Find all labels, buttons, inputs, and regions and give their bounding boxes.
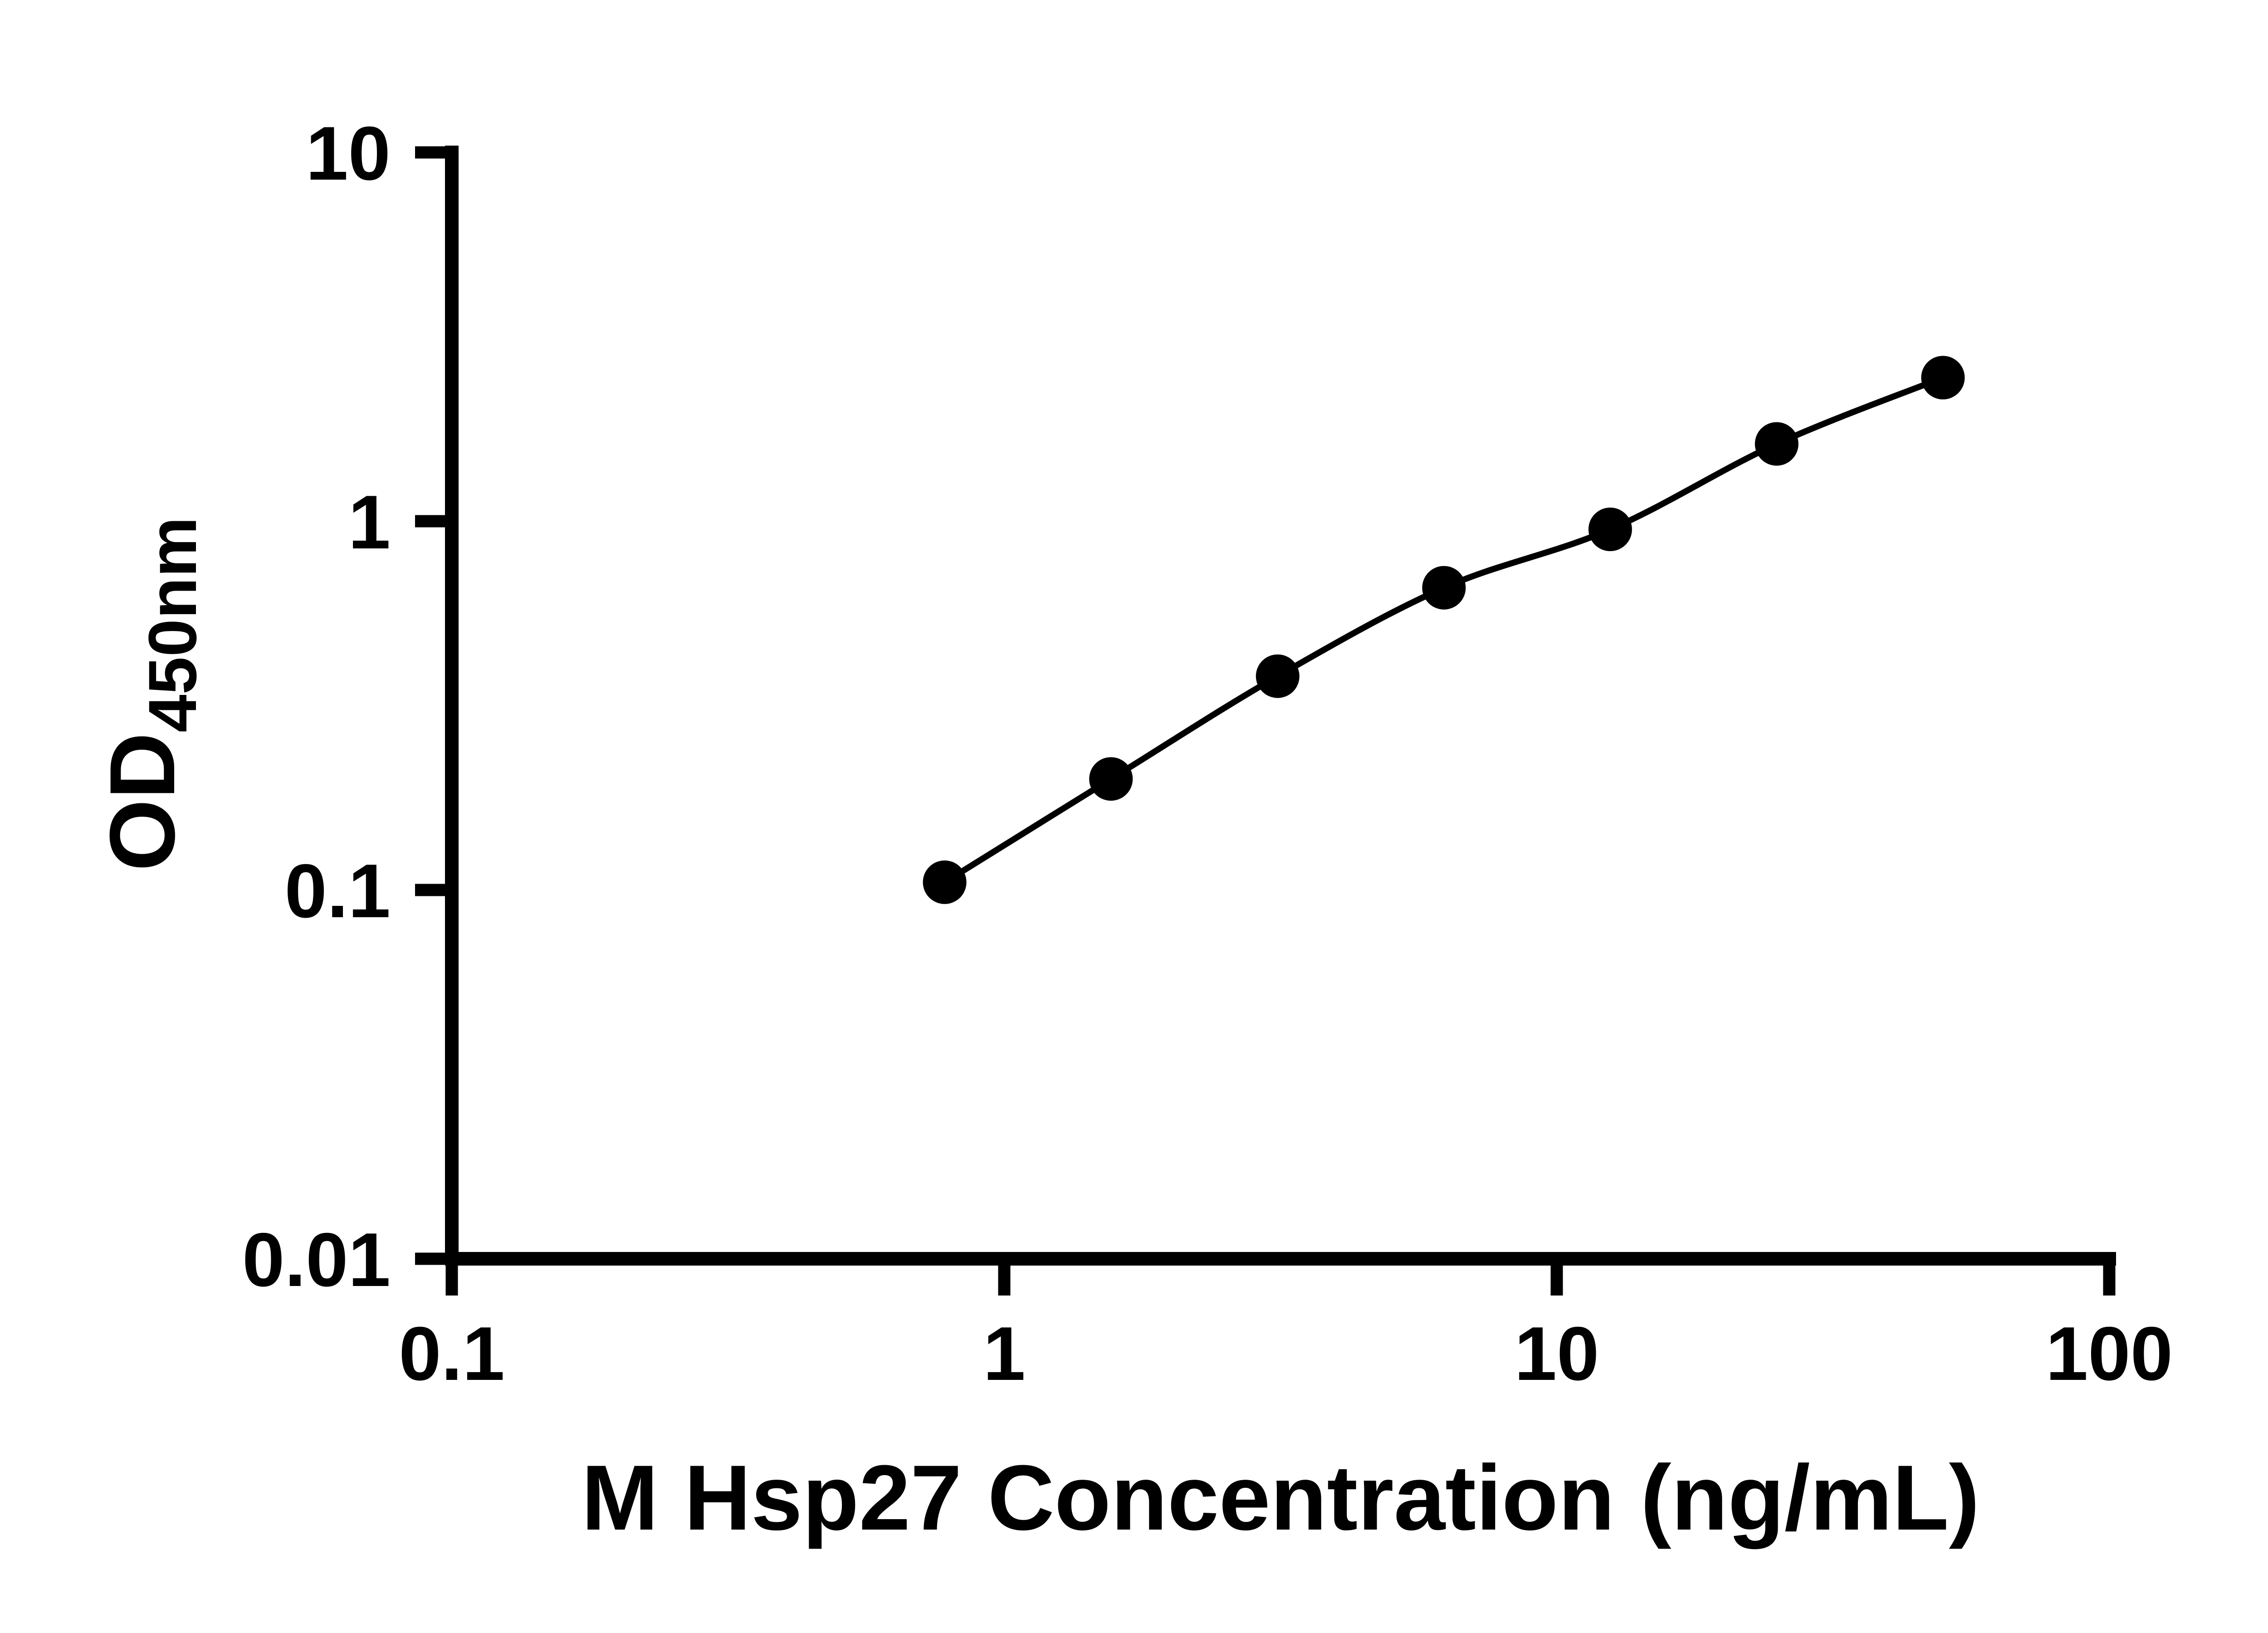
x-axis-tick-label: 1 bbox=[983, 1311, 1025, 1396]
x-axis-tick-label: 100 bbox=[2046, 1311, 2173, 1396]
data-point bbox=[1256, 654, 1300, 698]
data-point bbox=[1089, 757, 1133, 801]
y-axis-tick-label: 1 bbox=[348, 479, 391, 565]
data-point bbox=[923, 860, 967, 904]
data-point bbox=[1921, 356, 1965, 400]
data-point bbox=[1422, 566, 1466, 610]
y-axis-tick-label: 10 bbox=[306, 111, 391, 196]
y-axis-tick-label: 0.1 bbox=[284, 848, 391, 934]
x-axis-tick-label: 10 bbox=[1515, 1311, 1599, 1396]
axis-lines bbox=[445, 146, 2116, 1266]
y-axis-title-sub: 450nm bbox=[134, 517, 210, 732]
data-point bbox=[1588, 508, 1632, 551]
y-axis-title: OD450nm bbox=[91, 517, 210, 871]
y-axis-title-main: OD bbox=[91, 733, 194, 871]
y-axis-tick-label: 0.01 bbox=[242, 1217, 391, 1302]
data-point bbox=[1755, 422, 1799, 466]
x-axis-tick-label: 0.1 bbox=[399, 1311, 505, 1396]
x-axis-title: M Hsp27 Concentration (ng/mL) bbox=[582, 1446, 1980, 1550]
